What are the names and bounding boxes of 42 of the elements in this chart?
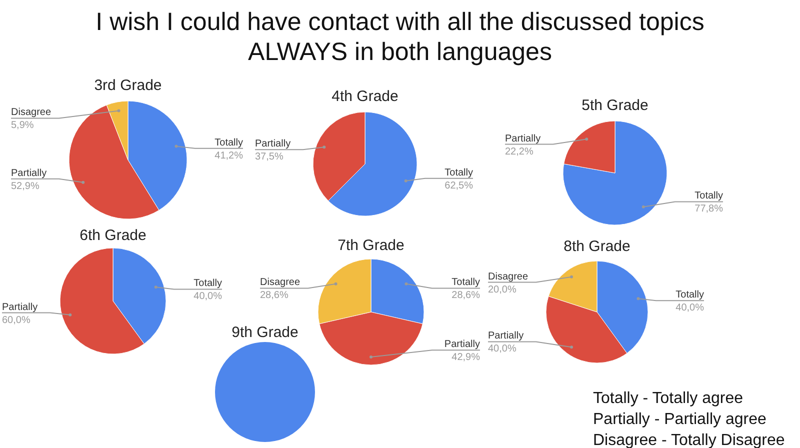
slice-label: Totally bbox=[694, 190, 723, 202]
chart-title: 8th Grade bbox=[564, 238, 630, 255]
slice-label: Totally bbox=[214, 137, 243, 148]
text: I wish I could have contact with all the discussed topics ALWAYS in both languages bbox=[96, 8, 704, 66]
data-label: 37,5% bbox=[255, 152, 284, 163]
data-label: 28,6% bbox=[452, 290, 480, 302]
chart-title: 7th Grade bbox=[338, 237, 404, 254]
slice-label: Partially bbox=[444, 339, 480, 350]
data-label: 5,9% bbox=[11, 120, 34, 132]
chart-title: 6th Grade bbox=[80, 227, 146, 244]
slice-label: Disagree bbox=[488, 271, 528, 282]
data-label: 40,0% bbox=[488, 344, 516, 355]
data-label: 77,8% bbox=[694, 204, 724, 215]
slice-label: Totally bbox=[444, 167, 473, 178]
text: Partially - Partially agree bbox=[593, 411, 766, 428]
slice-label: Totally bbox=[452, 277, 480, 288]
chart-title: 9th Grade bbox=[232, 324, 298, 341]
data-label: 40,0% bbox=[676, 302, 704, 314]
slice-label: Totally bbox=[676, 290, 704, 301]
data-label: 52,9% bbox=[11, 180, 40, 192]
text: Disagree - Totally Disagree bbox=[593, 432, 785, 448]
data-label: 40,0% bbox=[194, 291, 222, 302]
data-label: 41,2% bbox=[214, 150, 244, 162]
slice-label: Partially bbox=[11, 168, 47, 179]
slice-label: Partially bbox=[488, 330, 524, 342]
data-label: 62,5% bbox=[444, 180, 474, 192]
slice-label: Disagree bbox=[260, 277, 300, 288]
slice-label: Partially bbox=[505, 133, 541, 144]
pie-slice bbox=[562, 120, 668, 226]
data-label: 20,0% bbox=[488, 284, 516, 296]
data-label: 22,2% bbox=[505, 146, 534, 158]
data-label: 42,9% bbox=[452, 352, 480, 364]
chart-title: 5th Grade bbox=[582, 97, 648, 114]
data-label: 28,6% bbox=[260, 290, 288, 302]
chart-title: 4th Grade bbox=[332, 88, 398, 105]
text: Totally - Totally agree bbox=[593, 390, 744, 407]
chart-title: 3rd Grade bbox=[94, 77, 162, 94]
slice-label: Disagree bbox=[11, 107, 52, 118]
slice-label: Partially bbox=[2, 302, 38, 313]
slice-label: Totally bbox=[194, 278, 222, 290]
data-label: 60,0% bbox=[2, 314, 30, 326]
slice-label: Partially bbox=[255, 138, 291, 150]
